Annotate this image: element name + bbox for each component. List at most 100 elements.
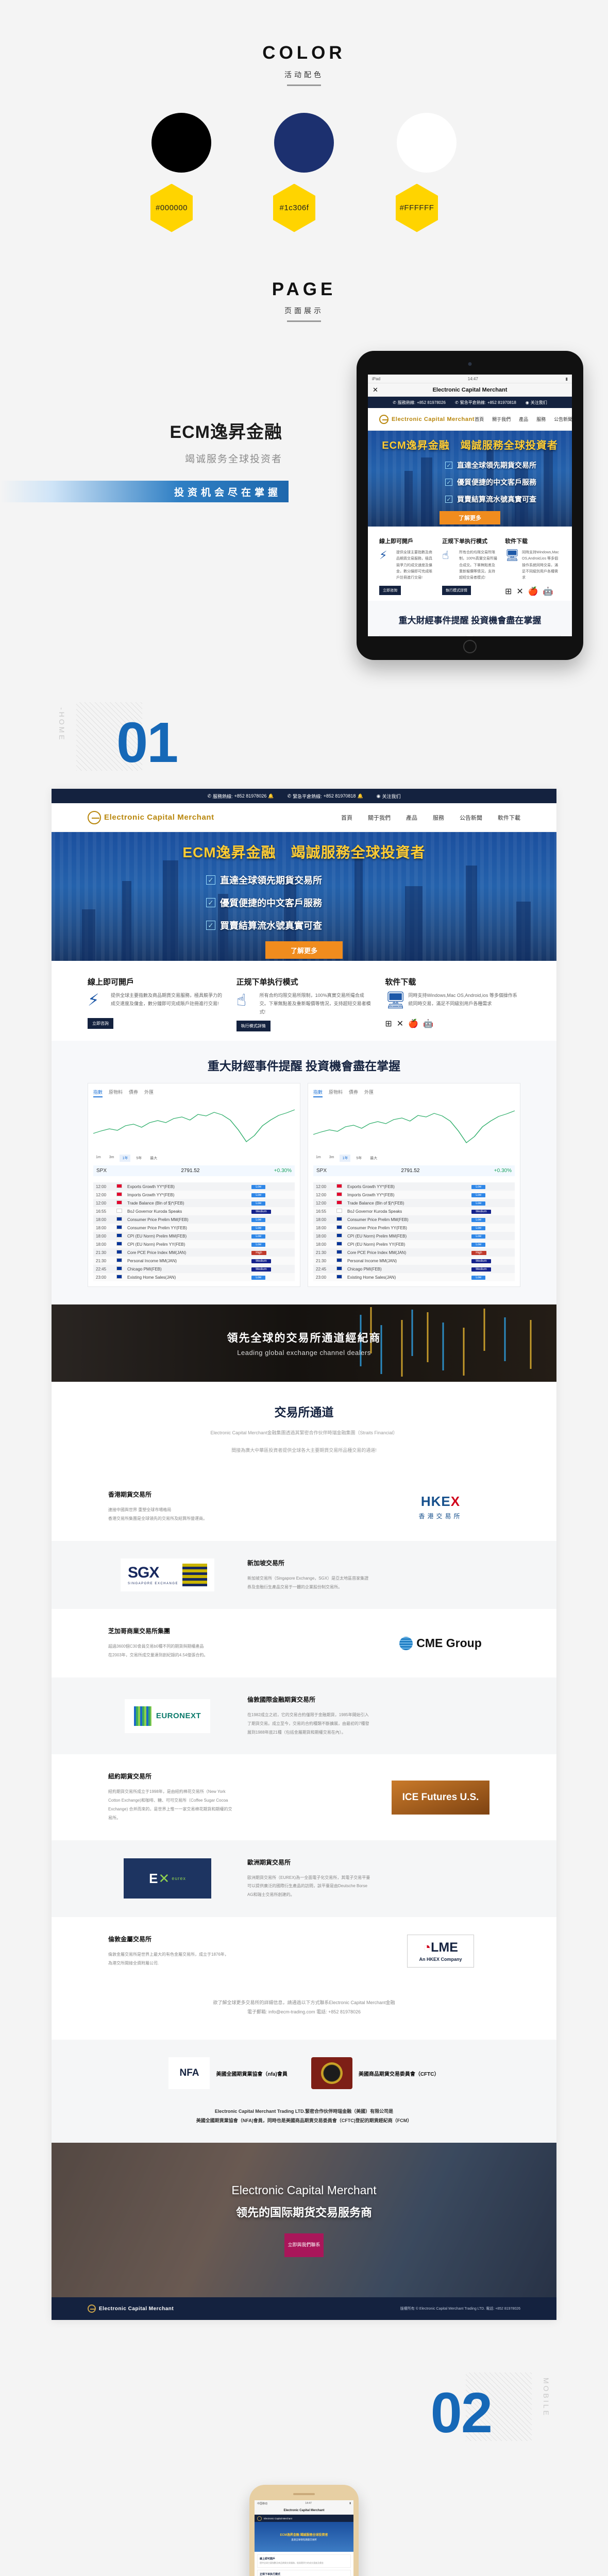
certifications: NFA 美國全國期貨業協會（nfa)會員 美國商品期貨交易委員會（CFTC）: [52, 2040, 556, 2107]
nav-item-download[interactable]: 軟件下載: [498, 815, 520, 821]
banner-bullet: ✓ 買賣結算流水號真實可查: [445, 494, 572, 504]
windows-icon[interactable]: ⊞: [505, 587, 512, 597]
learn-more-button[interactable]: 了解更多: [265, 941, 343, 959]
execution-detail-button[interactable]: 執行模式詳情: [236, 1021, 271, 1032]
urgent-hotline[interactable]: ✆ 緊急平倉熱線: +852 81970818 🔔: [288, 793, 363, 800]
status-badge: Low: [471, 1226, 486, 1231]
table-row: 18:00 CPI (EU Norm) Prelim YY(FEB) Low: [93, 1240, 295, 1249]
home-button-icon[interactable]: [463, 640, 477, 653]
range-selector: 1m 3m 1年 5年 最大: [93, 1155, 295, 1162]
range-5y[interactable]: 5年: [356, 1157, 362, 1161]
range-5y[interactable]: 5年: [136, 1157, 142, 1161]
site-brand[interactable]: Electronic Capital Merchant: [88, 810, 214, 824]
range-1m[interactable]: 1m: [316, 1156, 321, 1160]
wechat-icon: ◉: [376, 793, 381, 799]
nav-item-news[interactable]: 公告新聞: [554, 417, 572, 422]
x-icon[interactable]: ✕: [396, 1020, 404, 1028]
site-brand[interactable]: Electronic Capital Merchant: [379, 414, 475, 424]
status-badge: Medium: [471, 1210, 491, 1214]
quote-change: +0.30%: [494, 1168, 512, 1174]
hero-mockup-block: ECM逸昇金融 竭诚服务全球投资者 投资机会尽在掌握 iPad 14:47 ▮ …: [0, 351, 608, 670]
sparkline-chart: [313, 1110, 515, 1144]
tab-forex[interactable]: 外匯: [364, 1090, 374, 1095]
android-icon[interactable]: 🤖: [543, 587, 553, 597]
tab-bond[interactable]: 債券: [349, 1090, 359, 1095]
hand-coin-icon: ☝: [236, 991, 247, 1009]
tab-forex[interactable]: 外匯: [144, 1090, 154, 1095]
nav-item-home[interactable]: 首頁: [475, 417, 484, 422]
android-icon[interactable]: 🤖: [423, 1020, 433, 1028]
range-3m[interactable]: 3m: [329, 1156, 334, 1160]
tab-index[interactable]: 指數: [313, 1089, 323, 1098]
wechat-follow[interactable]: ◉ 关注我们: [526, 400, 547, 405]
range-1m[interactable]: 1m: [96, 1156, 101, 1160]
contact-us-button[interactable]: 立即與我們聯系: [284, 2233, 324, 2257]
page-title-rule: [287, 320, 321, 322]
consult-button[interactable]: 立即咨詢: [88, 1018, 113, 1029]
chart-tabs: 指數 原物料 債券 外匯: [313, 1089, 515, 1098]
urgent-label: 緊急平倉熱線:: [460, 400, 486, 405]
charts-row: 指數 原物料 債券 外匯 1m 3m 1年 5年 最大: [88, 1083, 520, 1287]
service-hotline[interactable]: ✆ 服務熱線: +852 81978026: [393, 400, 446, 405]
tab-index[interactable]: 指數: [93, 1089, 103, 1098]
table-row: 18:00 Consumer Price Prelim MM(FEB) Low: [313, 1215, 515, 1224]
exchange-row-sgx: 新加坡交易所 新加坡交易所（Singapore Exchange，SGX）是亞太…: [52, 1540, 556, 1609]
execution-detail-button[interactable]: 執行模式詳情: [442, 586, 471, 596]
tab-commodity[interactable]: 原物料: [109, 1090, 123, 1095]
exchange-intro: 交易所通道 Electronic Capital Merchant金融集團透過其…: [52, 1382, 556, 1473]
phone-card[interactable]: 正规下单执行模式 所有合約均限交易所限制，100%真實交易所撮合成交: [257, 2570, 351, 2576]
nav-item-products[interactable]: 產品: [519, 417, 529, 422]
wechat-follow[interactable]: ◉ 关注我们: [377, 793, 401, 800]
status-badge: Low: [471, 1201, 486, 1206]
range-1y[interactable]: 1年: [120, 1155, 131, 1162]
feature-open-account: 線上即可開戶 ⚡ 提供全球主要指數及商品期貨交易服務，極具競爭力的成交速度及傭金…: [379, 537, 435, 597]
table-row: 18:00 Consumer Price Prelim YY(FEB) Low: [313, 1224, 515, 1232]
phone-carrier: 中国移动: [257, 2502, 268, 2505]
hkex-logo: HKEX 香港交易所: [418, 1493, 463, 1520]
nav-item-products[interactable]: 產品: [406, 815, 417, 821]
x-icon[interactable]: ✕: [516, 587, 523, 597]
ecm-logo-icon: [257, 2516, 262, 2521]
learn-more-button[interactable]: 了解更多: [440, 511, 500, 524]
banner-bullet: ✓ 直達全球領先期貨交易所: [445, 460, 572, 470]
banner-bullet: ✓ 買賣結算流水號真實可查: [206, 919, 556, 932]
table-row: 22:45 Chicago PMI(FEB) Medium: [93, 1265, 295, 1274]
range-1y[interactable]: 1年: [340, 1155, 351, 1162]
nav-item-news[interactable]: 公告新聞: [460, 815, 482, 821]
range-3m[interactable]: 3m: [109, 1156, 114, 1160]
phone-card[interactable]: 線上即可開戶 提供全球主要指數及商品期貨交易服務，極具競爭力的成交速度及傭金: [257, 2554, 351, 2568]
nav-item-home[interactable]: 首頁: [341, 815, 352, 821]
cert-note-line2: 美國全國期貨業協會（NFA)會員，同時也是美國商品期貨交易委員會（CFTC)登記…: [196, 2118, 412, 2124]
cme-logo: CME Group: [381, 1636, 500, 1650]
section-marker-label: -HOME: [58, 707, 66, 742]
charts-title: 重大財經事件提醒 投資機會盡在掌握: [207, 1059, 401, 1073]
range-max[interactable]: 最大: [370, 1157, 378, 1161]
feature-text: 提供全球主要指數及商品期貨交易服務，極具競爭力的成交速度及傭金，數分鐘即可完成賬…: [111, 993, 223, 1006]
close-icon[interactable]: ✕: [373, 385, 378, 394]
nav-item-services[interactable]: 服務: [536, 417, 546, 422]
nav-item-about[interactable]: 關于我們: [368, 815, 391, 821]
windows-icon[interactable]: ⊞: [385, 1020, 392, 1028]
nav-item-services[interactable]: 服務: [433, 815, 444, 821]
tab-bond[interactable]: 債券: [129, 1090, 139, 1095]
apple-icon[interactable]: 🍎: [528, 587, 538, 597]
section-marker-home: -HOME 01: [0, 670, 608, 789]
status-badge: Low: [471, 1276, 486, 1280]
status-badge: Medium: [251, 1259, 271, 1264]
site-hero-banner: ECM逸昇金融 竭誠服務全球投資者 ✓ 直達全球領先期貨交易所 ✓ 優質便捷的中文客…: [368, 431, 572, 527]
hatch-decoration: [466, 2372, 532, 2442]
consult-button[interactable]: 立即咨詢: [379, 586, 401, 596]
service-hotline[interactable]: ✆ 服務熱線: +852 81978026 🔔: [207, 793, 274, 800]
banner-title: ECM逸昇金融 竭誠服務全球投資者: [382, 440, 558, 451]
apple-icon[interactable]: 🍎: [408, 1020, 419, 1028]
contact-line2[interactable]: 電子郵箱: info@ecm-trading.com 電話: +852 8197…: [247, 2009, 361, 2015]
feature-title: 線上即可開戶: [379, 538, 413, 545]
check-icon: ✓: [445, 479, 452, 486]
range-max[interactable]: 最大: [150, 1157, 158, 1161]
check-icon: ✓: [445, 462, 452, 469]
table-row: 23:00 Existing Home Sales(JAN) Low: [313, 1273, 515, 1282]
dark-hero-subtitle: Leading global exchange channel dealers: [237, 1349, 371, 1357]
nav-item-about[interactable]: 關于我們: [492, 417, 511, 422]
tab-commodity[interactable]: 原物料: [329, 1090, 343, 1095]
urgent-hotline[interactable]: ✆ 緊急平倉熱線: +852 81970818: [455, 400, 516, 405]
